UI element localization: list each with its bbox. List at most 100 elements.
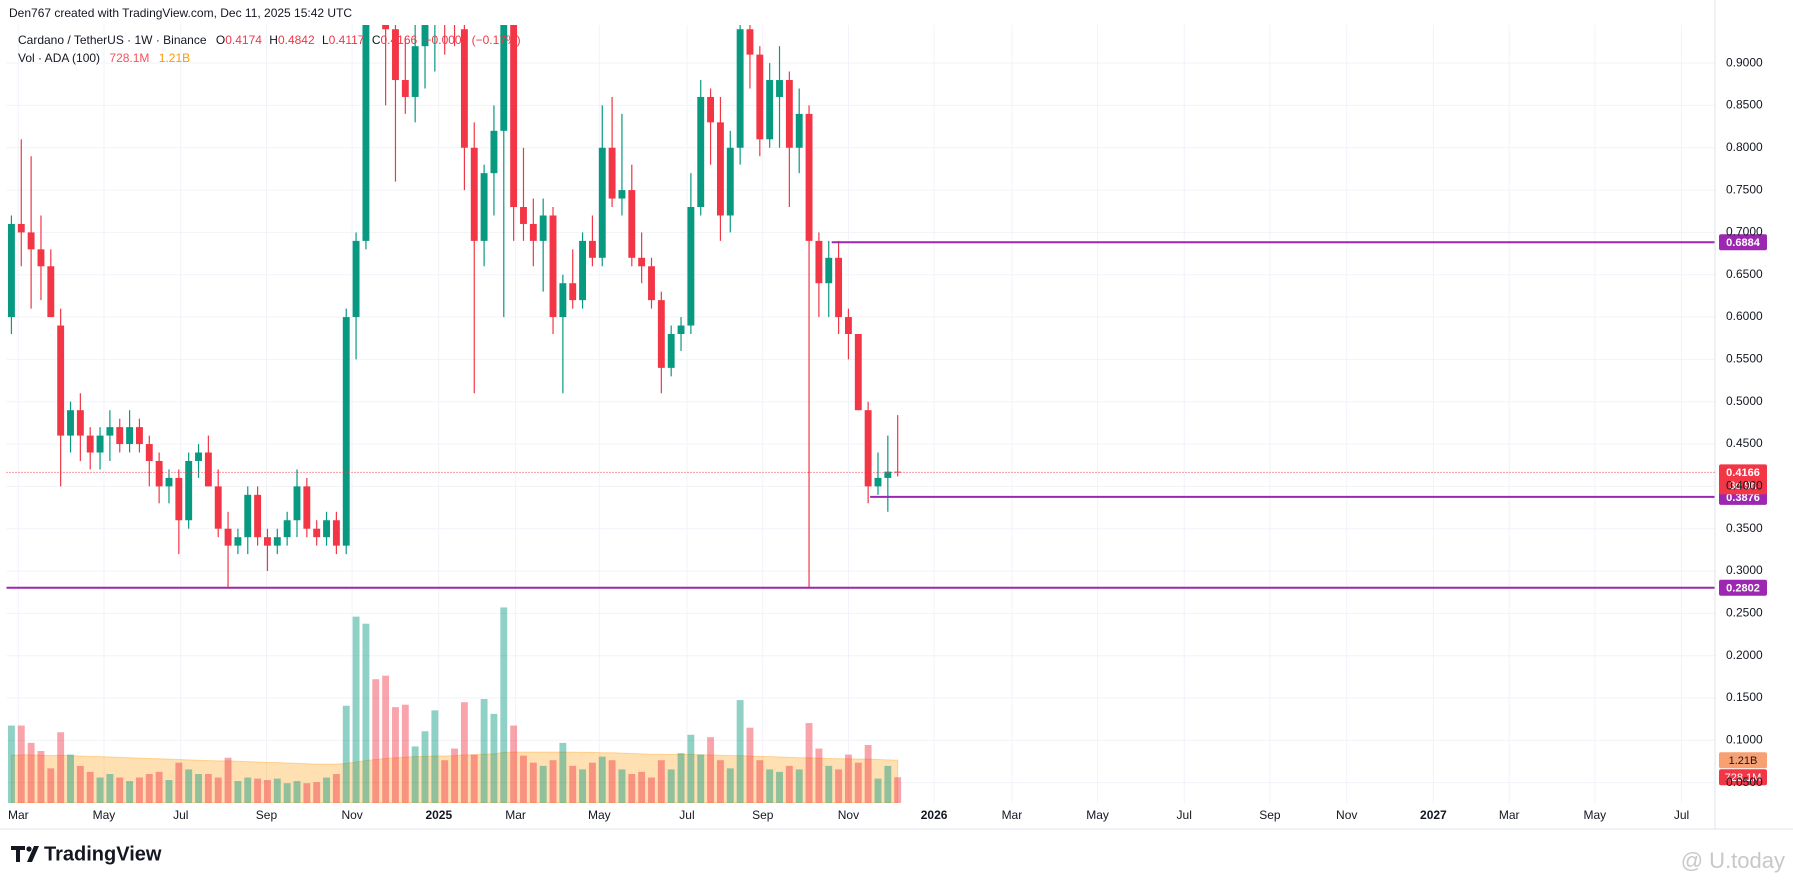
volume-bar: [76, 765, 84, 803]
candle-body: [382, 25, 390, 30]
candle-body: [362, 25, 370, 241]
y-tick-label: 0.7000: [1726, 225, 1763, 239]
volume-bar: [352, 616, 360, 803]
x-tick-label: Mar: [505, 808, 526, 822]
x-tick-label: May: [588, 808, 611, 822]
volume-bar: [510, 725, 518, 803]
y-tick-label: 0.8500: [1726, 98, 1763, 112]
candle-body: [697, 96, 705, 208]
x-tick-label: Sep: [752, 808, 774, 822]
candle-body: [825, 257, 833, 284]
volume-bar: [441, 760, 449, 803]
candle-body: [411, 46, 419, 97]
x-tick-label: May: [1086, 808, 1109, 822]
candle-body: [155, 460, 163, 487]
candle-body: [746, 29, 754, 55]
volume-bar: [844, 754, 852, 803]
candle-body: [126, 427, 134, 445]
volume-bar: [67, 754, 74, 803]
ohlc-label: C: [372, 33, 381, 47]
candle-body: [17, 223, 25, 233]
volume-bar: [214, 777, 222, 803]
candle-body: [37, 249, 45, 267]
ohlc-label: O: [216, 33, 225, 47]
volume-bar: [303, 783, 311, 803]
ohlc-value: 0.4117: [329, 33, 365, 47]
candle-body: [392, 29, 399, 81]
level-label: 0.3876: [1726, 492, 1760, 504]
y-tick-label: 0.9000: [1726, 55, 1763, 69]
volume-bar: [57, 732, 65, 803]
volume-bar: [726, 768, 734, 803]
x-tick-label: Sep: [1259, 808, 1281, 822]
volume-bar: [638, 771, 646, 803]
volume-bar: [608, 760, 616, 803]
y-tick-label: 0.4500: [1726, 436, 1763, 450]
candle-body: [195, 452, 202, 461]
x-tick-label: 2027: [1420, 808, 1447, 822]
y-tick-label: 0.3500: [1726, 521, 1763, 535]
candle-body: [618, 190, 626, 199]
volume-bar: [401, 704, 409, 803]
ohlc-value: 0.4174: [225, 33, 262, 47]
candle-body: [805, 113, 813, 241]
volume-bar: [569, 765, 577, 803]
candle-body: [500, 25, 508, 131]
volume-bar: [628, 774, 636, 803]
candle-body: [598, 147, 606, 258]
candle-body: [47, 266, 55, 318]
volume-bar: [421, 731, 429, 803]
candle-body: [815, 240, 823, 284]
candle-body: [510, 25, 518, 208]
candle-body: [884, 471, 892, 478]
candle-body: [657, 300, 665, 368]
ohlc-value: 0.4842: [278, 33, 315, 47]
volume-bar: [392, 707, 399, 803]
level-label-box: [1719, 579, 1767, 596]
change: −0.0007 (−0.17%): [425, 33, 521, 47]
volume-bar: [894, 777, 902, 803]
candle-body: [460, 29, 468, 148]
volume-bar: [825, 765, 833, 803]
volume-bar: [17, 725, 25, 803]
volume-bar: [756, 760, 764, 803]
candle-body: [608, 147, 616, 199]
candle-body: [559, 283, 567, 318]
candle-body: [86, 435, 94, 453]
volume-bar: [884, 765, 892, 803]
volume-bar: [283, 783, 291, 803]
candle-body: [579, 240, 587, 301]
volume-bar: [490, 713, 498, 803]
volume-bar: [667, 769, 675, 803]
candle-body: [135, 427, 143, 445]
volume-bar: [785, 765, 793, 803]
volume-bar: [244, 777, 252, 803]
volume-legend: Vol · ADA (100) 728.1M 1.21B: [18, 51, 190, 65]
candle-body: [244, 494, 252, 538]
volume-box: [1719, 769, 1767, 786]
candle-body: [687, 207, 695, 326]
price-pane: [7, 25, 902, 588]
brand-name: TradingView: [44, 843, 162, 865]
volume-bar: [204, 774, 212, 803]
y-tick-label: 0.5500: [1726, 352, 1763, 366]
axes: 0.0500 0.1000 0.1500 0.2000 0.2500 0.3000 0.35…: [8, 55, 1763, 822]
volume-bar: [598, 756, 606, 803]
volume-bar: [195, 774, 202, 803]
volume-bar: [854, 762, 862, 803]
volume-bar: [185, 769, 193, 803]
y-tick-label: 0.3000: [1726, 563, 1763, 577]
candle-body: [677, 325, 685, 334]
candle-body: [854, 333, 862, 411]
volume-bar: [500, 607, 508, 803]
volume-bar: [805, 723, 813, 803]
x-tick-label: Jul: [173, 808, 188, 822]
candle-body: [57, 325, 65, 436]
candle-body: [864, 410, 872, 487]
candle-body: [313, 528, 321, 538]
volume-bar: [559, 742, 567, 803]
candle-body: [27, 232, 35, 250]
candle-body: [323, 520, 330, 538]
